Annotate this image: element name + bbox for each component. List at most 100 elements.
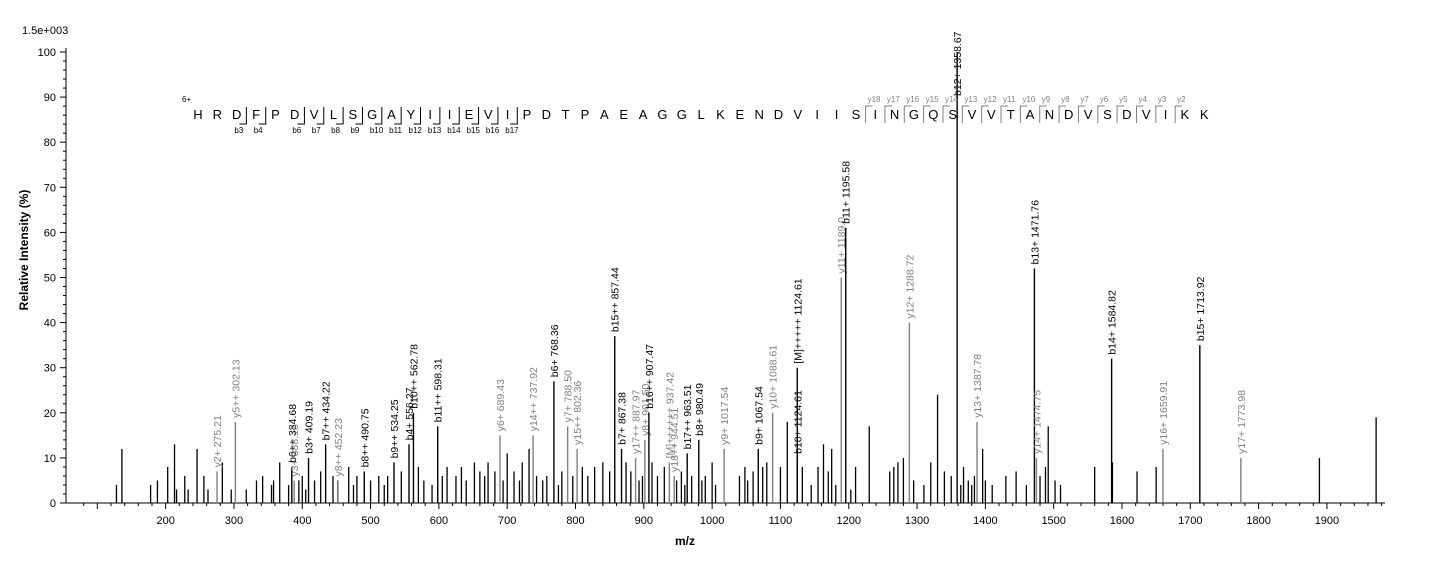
b-ion-tag: b3 xyxy=(234,126,243,135)
y-ion-tag: y18 xyxy=(868,95,881,104)
sequence-residue: S xyxy=(852,107,861,122)
x-tick-label: 1000 xyxy=(700,515,724,527)
peak-data-label: y13+ 1387.78 xyxy=(972,354,984,418)
y-ion-bracket xyxy=(1174,105,1183,123)
peak-data-label: y2+ 275.21 xyxy=(212,415,224,467)
sequence-residue: T xyxy=(562,107,570,122)
sequence-residue: H xyxy=(193,107,202,122)
y-tick-label: 60 xyxy=(44,227,56,239)
b-ion-bracket xyxy=(510,107,518,125)
x-tick-label: 1400 xyxy=(973,515,997,527)
b-ion-tag: b16 xyxy=(486,126,500,135)
y-tick-label: 100 xyxy=(38,47,56,59)
y-ion-tag: y5 xyxy=(1119,95,1128,104)
x-tick-label: 1500 xyxy=(1041,515,1065,527)
sequence-residue: V xyxy=(987,107,996,122)
y-ion-tag: y10 xyxy=(1022,95,1035,104)
sequence-residue: V xyxy=(1084,107,1093,122)
y-ion-bracket xyxy=(1135,105,1144,123)
y-ion-bracket xyxy=(1000,105,1009,123)
peak-data-label: y17++ 887.97 xyxy=(631,390,643,454)
sequence-residue: N xyxy=(1045,107,1054,122)
y-tick-label: 40 xyxy=(44,318,56,330)
peak-data-label: b7+ 867.38 xyxy=(617,392,629,445)
peak-data-label: b13+ 1471.76 xyxy=(1029,200,1041,265)
sequence-residue: G xyxy=(367,107,377,122)
sequence-residue: I xyxy=(428,107,432,122)
sequence-residue: S xyxy=(948,107,957,122)
x-tick-label: 1700 xyxy=(1178,515,1202,527)
x-tick-label: 1900 xyxy=(1315,515,1339,527)
sequence-residue: E xyxy=(619,107,628,122)
peak-data-label: b8++ 490.75 xyxy=(359,408,371,467)
b-ion-tag: b8 xyxy=(331,126,340,135)
x-tick-label: 500 xyxy=(361,515,379,527)
peak-data-label: b3+ 409.19 xyxy=(304,401,316,454)
charge-state-label: 6+ xyxy=(182,95,191,104)
sequence-residue: L xyxy=(330,107,337,122)
y-ion-tag: y14 xyxy=(945,95,958,104)
sequence-residue: P xyxy=(271,107,280,122)
sequence-residue: R xyxy=(213,107,222,122)
y-ion-bracket xyxy=(981,105,989,123)
b-ion-bracket xyxy=(452,107,460,125)
sequence-residue: F xyxy=(252,107,260,122)
sequence-residue: V xyxy=(1142,107,1151,122)
b-ion-bracket xyxy=(297,107,305,125)
sequence-residue: A xyxy=(387,107,396,122)
sequence-residue: D xyxy=(774,107,783,122)
peak-data-label: b11++ 598.31 xyxy=(433,358,445,422)
y-ion-bracket xyxy=(1039,105,1047,123)
sequence-residue: I xyxy=(1164,107,1168,122)
y-ion-bracket xyxy=(961,105,970,123)
peak-data-label: b11+ 1195.58 xyxy=(841,161,853,224)
sequence-residue: T xyxy=(1007,107,1015,122)
b-ion-tag: b6 xyxy=(292,126,301,135)
sequence-residue: G xyxy=(909,107,919,122)
b-ion-bracket xyxy=(336,107,344,125)
sequence-residue: D xyxy=(1064,107,1073,122)
y-tick-label: 10 xyxy=(44,453,56,465)
sequence-residue: S xyxy=(1103,107,1112,122)
b-ion-bracket xyxy=(413,107,422,125)
sequence-residue: I xyxy=(815,107,819,122)
b-ion-tag: b7 xyxy=(312,126,321,135)
y-ion-tag: y6 xyxy=(1100,95,1109,104)
y-axis-title: Relative Intensity (%) xyxy=(17,190,31,311)
x-tick-label: 700 xyxy=(498,515,516,527)
peak-data-label: [M]+++++ 1124.61 xyxy=(792,278,804,363)
peak-data-label: [M]++++++ 937.42 xyxy=(664,372,676,459)
x-tick-label: 400 xyxy=(293,515,311,527)
sequence-residue: D xyxy=(290,107,299,122)
peak-data-label: y6+ 689.43 xyxy=(495,379,507,431)
y-ion-bracket xyxy=(1077,105,1086,123)
peak-data-label: y12+ 1288.72 xyxy=(904,255,916,319)
peak-data-label: y5++ 302.13 xyxy=(230,359,242,418)
peptide-sequence-map: 6+H R D F P D V L S G A Y I I E V I P D T P A E A G G L K E N D V I I S I N G… xyxy=(182,95,1209,135)
y-tick-label: 0 xyxy=(50,498,56,510)
y-tick-label: 90 xyxy=(44,92,56,104)
peak-data-label: b17++ 963.51 xyxy=(682,384,694,449)
sequence-residue: P xyxy=(581,107,590,122)
x-tick-label: 800 xyxy=(566,515,584,527)
peak-data-label: b6+ 768.36 xyxy=(549,324,561,377)
peak-data-label: b16++ 907.47 xyxy=(644,344,656,409)
x-tick-label: 200 xyxy=(156,515,174,527)
sequence-residue: P xyxy=(523,107,532,122)
sequence-residue: N xyxy=(754,107,763,122)
peak-data-label: b15++ 857.44 xyxy=(610,267,622,332)
b-ion-tag: b12 xyxy=(409,126,423,135)
y-ion-tag: y3 xyxy=(1158,95,1167,104)
peak-data-label: y15++ 802.36 xyxy=(572,380,584,444)
sequence-residue: K xyxy=(716,107,725,122)
sequence-residue: A xyxy=(1026,107,1035,122)
x-tick-label: 1300 xyxy=(905,515,929,527)
sequence-residue: Y xyxy=(407,107,416,122)
y-ion-bracket xyxy=(923,105,931,123)
axes: 200 300 400 500 600 700 800 900 1000 1100 1200 1300… xyxy=(38,47,1385,527)
b-ion-tag: b13 xyxy=(428,126,442,135)
sequence-residue: D xyxy=(542,107,551,122)
x-axis-title: m/z xyxy=(675,534,695,548)
